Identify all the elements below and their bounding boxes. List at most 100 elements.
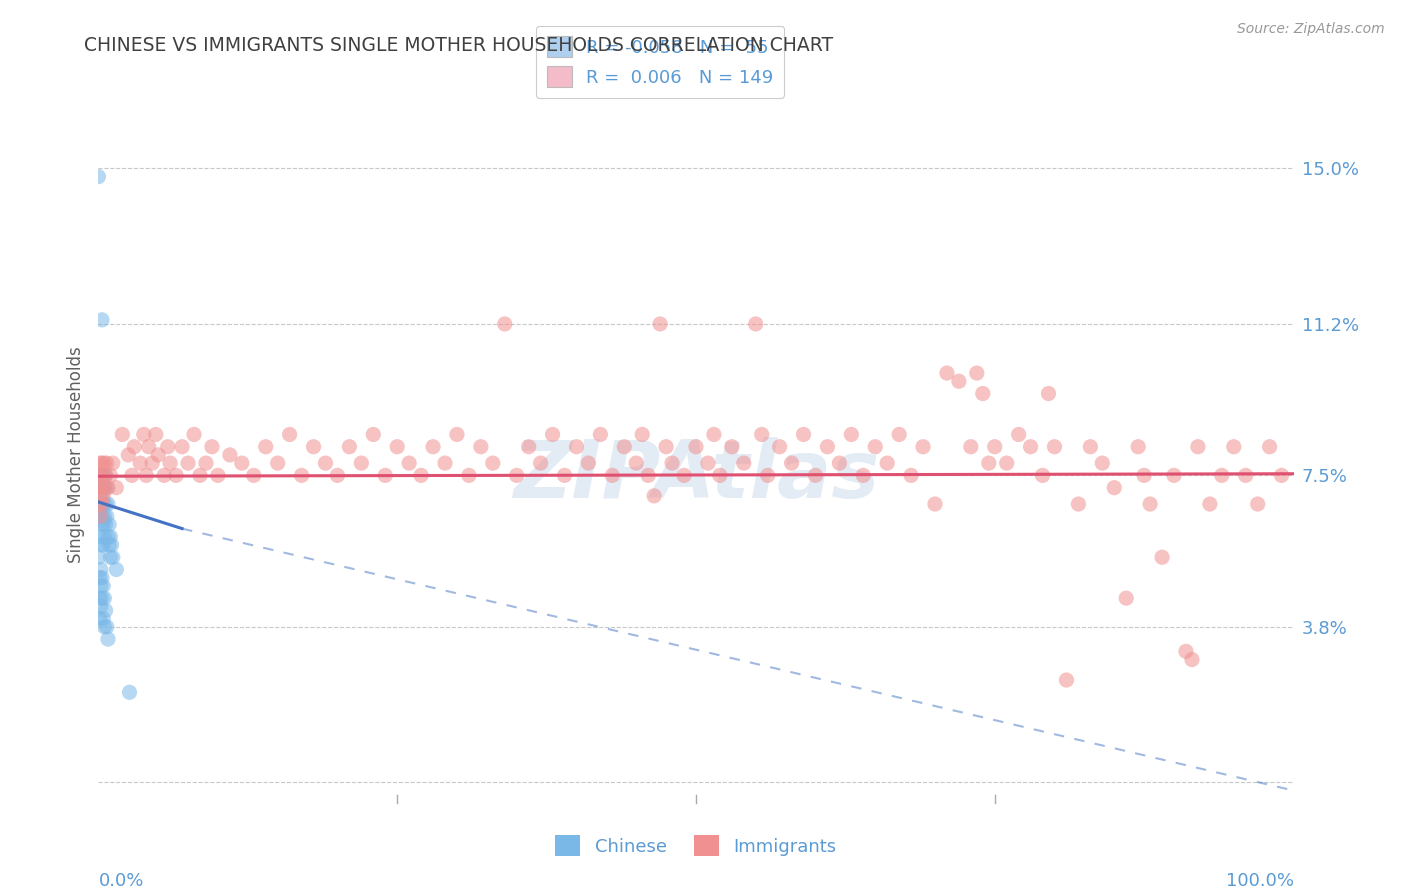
- Point: [613, 440, 636, 454]
- Point: [91, 468, 114, 483]
- Point: [172, 440, 194, 454]
- Point: [1019, 440, 1042, 454]
- Point: [1181, 652, 1204, 666]
- Point: [129, 456, 152, 470]
- Point: [111, 427, 134, 442]
- Point: [339, 440, 361, 454]
- Point: [89, 571, 111, 585]
- Point: [101, 456, 124, 470]
- Point: [156, 440, 179, 454]
- Text: 0.0%: 0.0%: [98, 872, 143, 890]
- Point: [1038, 386, 1060, 401]
- Point: [96, 509, 118, 524]
- Legend: Chinese, Immigrants: Chinese, Immigrants: [548, 828, 844, 863]
- Point: [87, 550, 110, 565]
- Point: [117, 448, 139, 462]
- Point: [89, 591, 111, 606]
- Point: [1258, 440, 1281, 454]
- Point: [98, 517, 121, 532]
- Point: [434, 456, 457, 470]
- Point: [554, 468, 576, 483]
- Point: [655, 440, 678, 454]
- Point: [828, 456, 851, 470]
- Point: [815, 440, 838, 454]
- Point: [91, 481, 114, 495]
- Point: [90, 468, 112, 483]
- Point: [90, 579, 112, 593]
- Point: [422, 440, 444, 454]
- Point: [254, 440, 277, 454]
- Point: [745, 317, 768, 331]
- Point: [1175, 644, 1198, 658]
- Point: [984, 440, 1007, 454]
- Point: [578, 456, 600, 470]
- Point: [124, 440, 146, 454]
- Point: [374, 468, 396, 483]
- Point: [1271, 468, 1294, 483]
- Point: [661, 456, 683, 470]
- Point: [1187, 440, 1209, 454]
- Point: [141, 456, 163, 470]
- Point: [780, 456, 803, 470]
- Point: [177, 456, 200, 470]
- Point: [1247, 497, 1270, 511]
- Point: [93, 620, 115, 634]
- Point: [517, 440, 540, 454]
- Point: [89, 456, 111, 470]
- Point: [363, 427, 385, 442]
- Point: [91, 481, 114, 495]
- Point: [89, 468, 111, 483]
- Point: [924, 497, 946, 511]
- Point: [90, 489, 112, 503]
- Point: [1133, 468, 1156, 483]
- Point: [93, 591, 115, 606]
- Point: [87, 468, 110, 483]
- Point: [494, 317, 516, 331]
- Point: [93, 509, 115, 524]
- Point: [398, 456, 420, 470]
- Point: [91, 571, 114, 585]
- Point: [91, 468, 114, 483]
- Point: [91, 538, 114, 552]
- Point: [93, 530, 115, 544]
- Point: [90, 599, 112, 614]
- Point: [960, 440, 983, 454]
- Point: [195, 456, 218, 470]
- Point: [565, 440, 588, 454]
- Point: [207, 468, 229, 483]
- Point: [148, 448, 170, 462]
- Point: [201, 440, 224, 454]
- Point: [183, 427, 205, 442]
- Point: [138, 440, 160, 454]
- Point: [90, 530, 112, 544]
- Point: [91, 538, 114, 552]
- Point: [100, 538, 122, 552]
- Point: [631, 427, 654, 442]
- Point: [1032, 468, 1054, 483]
- Point: [889, 427, 911, 442]
- Point: [90, 562, 112, 576]
- Point: [96, 456, 118, 470]
- Point: [219, 448, 242, 462]
- Point: [91, 517, 114, 532]
- Point: [98, 468, 122, 483]
- Point: [589, 427, 612, 442]
- Point: [865, 440, 887, 454]
- Point: [326, 468, 349, 483]
- Point: [94, 468, 117, 483]
- Point: [89, 497, 111, 511]
- Point: [153, 468, 176, 483]
- Point: [876, 456, 898, 470]
- Point: [90, 468, 112, 483]
- Point: [188, 468, 211, 483]
- Point: [1163, 468, 1185, 483]
- Point: [637, 468, 659, 483]
- Point: [94, 603, 117, 617]
- Point: [91, 456, 114, 470]
- Point: [231, 456, 253, 470]
- Point: [91, 612, 114, 626]
- Point: [101, 550, 124, 565]
- Point: [98, 550, 122, 565]
- Point: [90, 497, 112, 511]
- Point: [91, 517, 114, 532]
